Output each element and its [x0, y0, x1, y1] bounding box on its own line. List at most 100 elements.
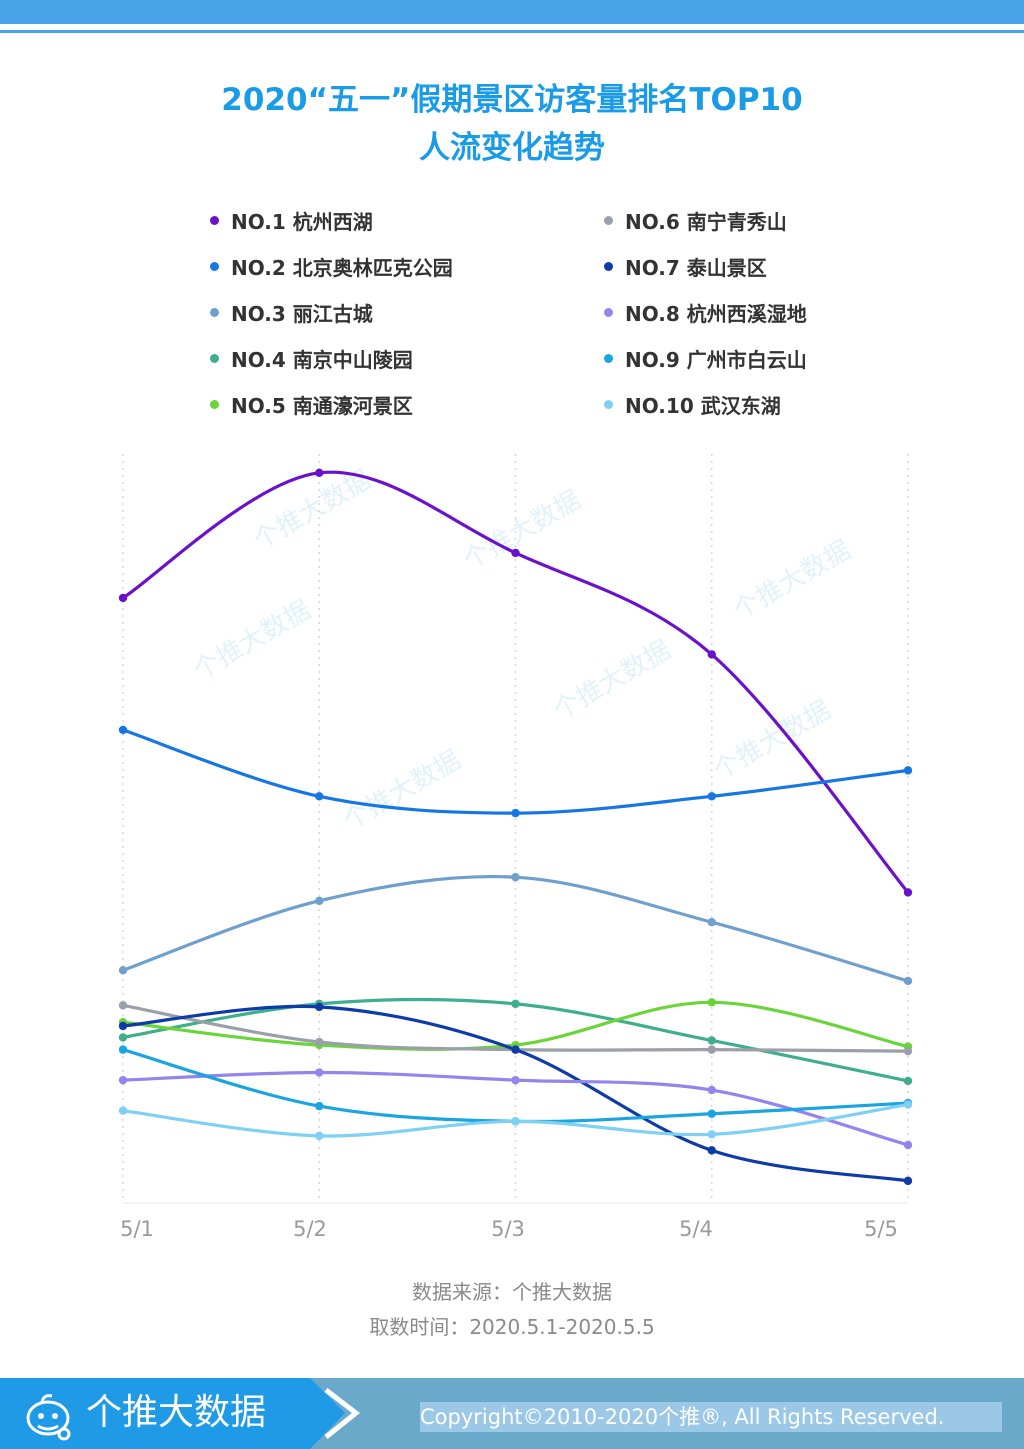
watermark-text: 个推大数据 [549, 635, 677, 726]
footer-bar: 个推大数据 Copyright©2010-2020个推®, All Rights… [0, 1378, 1024, 1449]
legend-marker [210, 399, 219, 409]
series-line [121, 997, 910, 1083]
legend-label: NO.8 杭州西溪湿地 [625, 301, 807, 326]
legend-item: NO.6 南宁青秀山 [604, 200, 787, 240]
watermark-text: 个推大数据 [189, 595, 317, 686]
x-tick-label: 5/1 [120, 1217, 154, 1241]
data-point [707, 998, 716, 1007]
legend-marker [210, 353, 219, 363]
data-point [118, 1045, 128, 1054]
watermark-text: 个推大数据 [459, 485, 587, 576]
data-point [315, 792, 324, 801]
series-line [121, 470, 910, 895]
data-source-text: 数据来源：个推大数据 [412, 1280, 612, 1304]
legend-label: NO.10 武汉东湖 [625, 393, 781, 418]
data-point [118, 1106, 128, 1115]
data-point [707, 1109, 716, 1118]
data-point [707, 792, 716, 801]
chart-legend: NO.1 杭州西湖 NO.2 北京奥林匹克公园 NO.3 丽江古城 NO.4 南京中山… [210, 200, 850, 430]
data-point [118, 1021, 128, 1031]
data-point [118, 1033, 128, 1042]
footer-brand-name: 个推大数据 [86, 1392, 267, 1433]
data-point [707, 1045, 716, 1054]
data-point [315, 1068, 324, 1077]
legend-item: NO.5 南通濠河景区 [210, 384, 413, 424]
legend-item: NO.2 北京奥林匹克公园 [210, 246, 453, 286]
legend-marker [210, 261, 219, 271]
data-point [315, 1101, 324, 1111]
legend-label: NO.3 丽江古城 [231, 301, 373, 326]
legend-marker [604, 307, 613, 317]
x-tick-label: 5/4 [679, 1217, 713, 1241]
data-point [315, 1131, 324, 1141]
data-point [707, 1146, 716, 1155]
top-divider-line [0, 30, 1024, 33]
watermark-text: 个推大数据 [729, 535, 857, 626]
watermark-text: 个推大数据 [339, 745, 467, 836]
data-point [315, 468, 324, 478]
data-point [118, 725, 128, 735]
data-point [511, 1117, 520, 1126]
data-point [707, 1036, 716, 1045]
data-point [707, 650, 716, 659]
x-tick-label: 5/2 [293, 1217, 327, 1241]
chart-title-line1: 2020“五一”假期景区访客量排名TOP10 [221, 82, 803, 118]
chart-title: 2020“五一”假期景区访客量排名TOP10 人流变化趋势 [0, 76, 1024, 172]
data-point [511, 548, 520, 558]
data-period-text: 取数时间：2020.5.1-2020.5.5 [369, 1315, 655, 1339]
x-tick-label: 5/5 [864, 1217, 898, 1241]
data-point [903, 976, 913, 986]
data-point [511, 1045, 520, 1054]
data-point [903, 1176, 913, 1186]
data-point [903, 1046, 913, 1056]
data-point [707, 1130, 716, 1139]
x-tick-label: 5/3 [491, 1217, 525, 1241]
legend-item: NO.9 广州市白云山 [604, 338, 807, 378]
data-point [707, 918, 716, 927]
x-axis-tick-labels: 5/1 5/2 5/3 5/4 5/5 [120, 1217, 898, 1241]
data-point [118, 966, 128, 975]
top-banner-bar [0, 0, 1024, 24]
chevron-right-icon [324, 1388, 361, 1439]
data-point [903, 1100, 913, 1109]
legend-marker [210, 307, 219, 317]
legend-marker [604, 215, 613, 225]
getui-logo-icon [26, 1394, 71, 1441]
legend-label: NO.9 广州市白云山 [625, 347, 807, 372]
data-point [315, 1037, 324, 1047]
data-point [511, 872, 520, 882]
data-point [903, 1140, 913, 1150]
footer-copyright: Copyright©2010-2020个推®, All Rights Reser… [420, 1402, 1002, 1432]
legend-label: NO.1 杭州西湖 [231, 209, 373, 234]
legend-item: NO.10 武汉东湖 [604, 384, 781, 424]
legend-item: NO.7 泰山景区 [604, 246, 767, 286]
legend-label: NO.2 北京奥林匹克公园 [231, 255, 453, 280]
legend-marker [604, 261, 613, 271]
legend-label: NO.5 南通濠河景区 [231, 393, 413, 418]
legend-item: NO.1 杭州西湖 [210, 200, 373, 240]
data-point [511, 808, 520, 818]
legend-item: NO.3 丽江古城 [210, 292, 373, 332]
data-point [118, 1001, 128, 1010]
legend-marker [210, 215, 219, 225]
data-point [118, 1075, 128, 1085]
data-point [707, 1085, 716, 1095]
chart-title-line2: 人流变化趋势 [419, 130, 605, 166]
legend-label: NO.4 南京中山陵园 [231, 347, 413, 372]
watermark-text: 个推大数据 [249, 465, 377, 556]
legend-label: NO.7 泰山景区 [625, 255, 767, 280]
data-point [903, 888, 913, 897]
footer-brand-panel [0, 1378, 345, 1449]
legend-item: NO.8 杭州西溪湿地 [604, 292, 807, 332]
legend-marker [604, 353, 613, 363]
data-point [903, 766, 913, 775]
data-point [315, 896, 324, 906]
chart-data-points [118, 468, 913, 1186]
data-point [511, 999, 520, 1009]
legend-marker [604, 399, 613, 409]
data-point [903, 1076, 913, 1086]
data-point [315, 1002, 324, 1012]
data-point [118, 593, 128, 603]
